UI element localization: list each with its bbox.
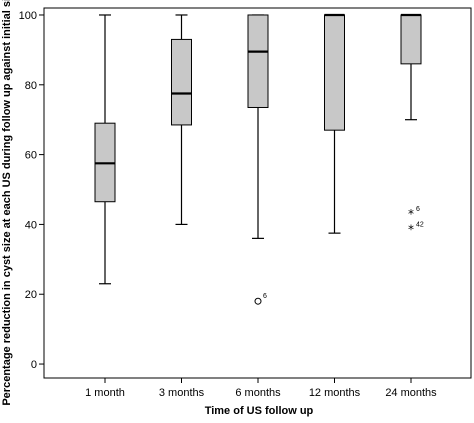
y-tick-label: 0 xyxy=(31,359,37,371)
outlier-circle xyxy=(254,297,262,305)
y-ticks: 0 20 40 60 80 100 xyxy=(19,10,44,371)
y-tick-label: 100 xyxy=(19,10,37,22)
y-tick-label: 40 xyxy=(25,219,37,231)
x-tick-label: 3 months xyxy=(159,387,205,399)
box-group-24-months: * 6* 42 xyxy=(400,13,424,237)
iqr-box xyxy=(324,14,345,131)
x-axis-title: Time of US follow up xyxy=(205,405,314,417)
iqr-box xyxy=(171,38,192,126)
box-group-6-months: 6 xyxy=(247,14,269,305)
outlier-star: * xyxy=(408,207,414,221)
box-group-12-months xyxy=(324,13,345,234)
y-axis-title: Percentage reduction in cyst size at eac… xyxy=(1,0,13,406)
y-tick-label: 20 xyxy=(25,289,37,301)
x-tick-label: 12 months xyxy=(309,387,361,399)
x-tick-label: 1 month xyxy=(85,387,125,399)
iqr-box xyxy=(400,14,422,65)
y-tick-label: 60 xyxy=(25,150,37,162)
box-group-1-month xyxy=(94,14,116,285)
boxes: 6* 6* 42 xyxy=(94,13,424,305)
x-ticks: 1 month 3 months 6 months 12 months 24 month… xyxy=(85,378,437,399)
x-tick-label: 24 months xyxy=(385,387,437,399)
y-tick-label: 80 xyxy=(25,80,37,92)
outlier-star: * xyxy=(408,223,414,237)
box-group-3-months xyxy=(171,14,192,226)
outlier-label: 6 xyxy=(263,293,267,300)
iqr-box xyxy=(247,14,269,108)
outlier-label: 42 xyxy=(416,222,424,229)
x-tick-label: 6 months xyxy=(235,387,281,399)
outlier-label: 6 xyxy=(416,206,420,213)
